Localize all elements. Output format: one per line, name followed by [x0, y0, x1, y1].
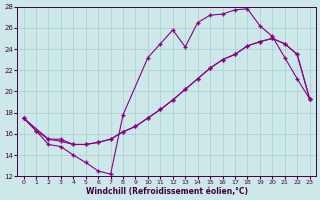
X-axis label: Windchill (Refroidissement éolien,°C): Windchill (Refroidissement éolien,°C) [85, 187, 248, 196]
